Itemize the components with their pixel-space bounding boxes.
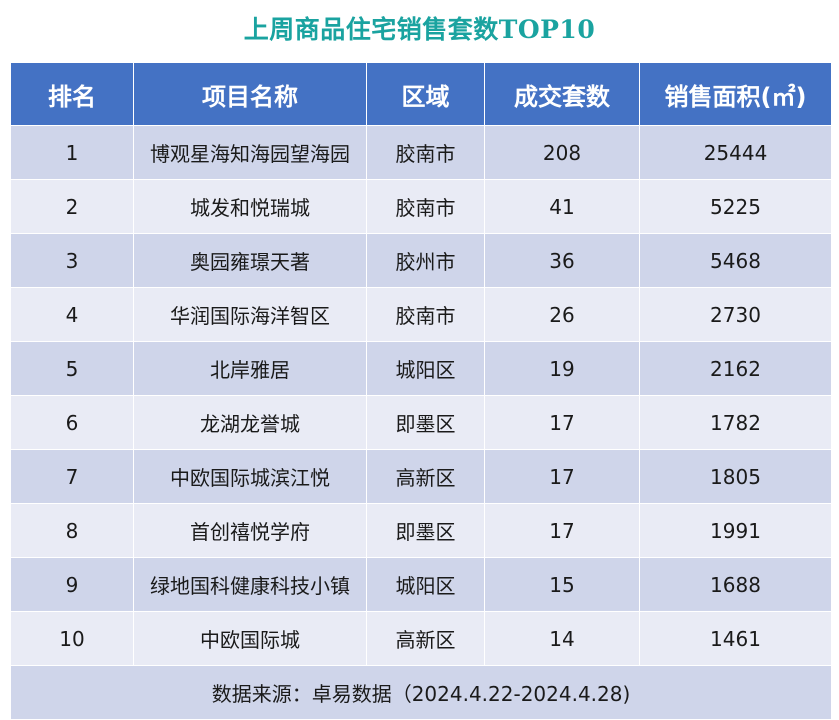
cell-project-name: 博观星海知海园望海园 — [133, 125, 367, 180]
cell-rank: 1 — [10, 125, 134, 180]
cell-district: 城阳区 — [366, 557, 485, 612]
table-row: 9 绿地国科健康科技小镇 城阳区 15 1688 — [10, 557, 832, 612]
cell-sales-area: 5468 — [639, 233, 832, 288]
table-row: 10 中欧国际城 高新区 14 1461 — [10, 611, 832, 666]
cell-rank: 7 — [10, 449, 134, 504]
table-row: 6 龙湖龙誉城 即墨区 17 1782 — [10, 395, 832, 450]
cell-sales-area: 1991 — [639, 503, 832, 558]
cell-units-sold: 17 — [484, 395, 640, 450]
table-row: 1 博观星海知海园望海园 胶南市 208 25444 — [10, 125, 832, 180]
table-row: 8 首创禧悦学府 即墨区 17 1991 — [10, 503, 832, 558]
cell-units-sold: 41 — [484, 179, 640, 234]
cell-units-sold: 26 — [484, 287, 640, 342]
cell-district: 高新区 — [366, 449, 485, 504]
cell-rank: 9 — [10, 557, 134, 612]
sales-table: 排名 项目名称 区域 成交套数 销售面积(㎡) 1 博观星海知海园望海园 胶南市… — [10, 62, 832, 720]
table-row: 5 北岸雅居 城阳区 19 2162 — [10, 341, 832, 396]
cell-district: 城阳区 — [366, 341, 485, 396]
table-row: 4 华润国际海洋智区 胶南市 26 2730 — [10, 287, 832, 342]
cell-sales-area: 1782 — [639, 395, 832, 450]
cell-rank: 6 — [10, 395, 134, 450]
source-row: 数据来源：卓易数据（2024.4.22-2024.4.28) — [10, 665, 832, 720]
cell-sales-area: 25444 — [639, 125, 832, 180]
data-source-note: 数据来源：卓易数据（2024.4.22-2024.4.28) — [10, 665, 832, 720]
cell-project-name: 奥园雍璟天著 — [133, 233, 367, 288]
cell-rank: 5 — [10, 341, 134, 396]
cell-district: 高新区 — [366, 611, 485, 666]
cell-district: 胶南市 — [366, 125, 485, 180]
cell-project-name: 中欧国际城 — [133, 611, 367, 666]
cell-project-name: 龙湖龙誉城 — [133, 395, 367, 450]
cell-project-name: 北岸雅居 — [133, 341, 367, 396]
cell-sales-area: 5225 — [639, 179, 832, 234]
table-row: 3 奥园雍璟天著 胶州市 36 5468 — [10, 233, 832, 288]
header-row: 排名 项目名称 区域 成交套数 销售面积(㎡) — [10, 62, 832, 126]
cell-sales-area: 1461 — [639, 611, 832, 666]
cell-rank: 8 — [10, 503, 134, 558]
header-district: 区域 — [366, 62, 485, 126]
cell-rank: 4 — [10, 287, 134, 342]
header-sales-area: 销售面积(㎡) — [639, 62, 832, 126]
cell-units-sold: 15 — [484, 557, 640, 612]
cell-sales-area: 1805 — [639, 449, 832, 504]
header-project-name: 项目名称 — [133, 62, 367, 126]
cell-project-name: 中欧国际城滨江悦 — [133, 449, 367, 504]
cell-district: 胶南市 — [366, 179, 485, 234]
cell-units-sold: 208 — [484, 125, 640, 180]
cell-rank: 2 — [10, 179, 134, 234]
cell-sales-area: 2730 — [639, 287, 832, 342]
header-units-sold: 成交套数 — [484, 62, 640, 126]
cell-project-name: 首创禧悦学府 — [133, 503, 367, 558]
table-title: 上周商品住宅销售套数TOP10 — [243, 15, 596, 44]
cell-project-name: 城发和悦瑞城 — [133, 179, 367, 234]
header-rank: 排名 — [10, 62, 134, 126]
cell-units-sold: 17 — [484, 503, 640, 558]
cell-units-sold: 19 — [484, 341, 640, 396]
cell-district: 胶州市 — [366, 233, 485, 288]
cell-project-name: 绿地国科健康科技小镇 — [133, 557, 367, 612]
cell-district: 胶南市 — [366, 287, 485, 342]
cell-sales-area: 1688 — [639, 557, 832, 612]
cell-rank: 3 — [10, 233, 134, 288]
cell-district: 即墨区 — [366, 503, 485, 558]
cell-units-sold: 14 — [484, 611, 640, 666]
cell-district: 即墨区 — [366, 395, 485, 450]
cell-units-sold: 36 — [484, 233, 640, 288]
table-row: 2 城发和悦瑞城 胶南市 41 5225 — [10, 179, 832, 234]
cell-rank: 10 — [10, 611, 134, 666]
table-row: 7 中欧国际城滨江悦 高新区 17 1805 — [10, 449, 832, 504]
cell-units-sold: 17 — [484, 449, 640, 504]
cell-project-name: 华润国际海洋智区 — [133, 287, 367, 342]
cell-sales-area: 2162 — [639, 341, 832, 396]
